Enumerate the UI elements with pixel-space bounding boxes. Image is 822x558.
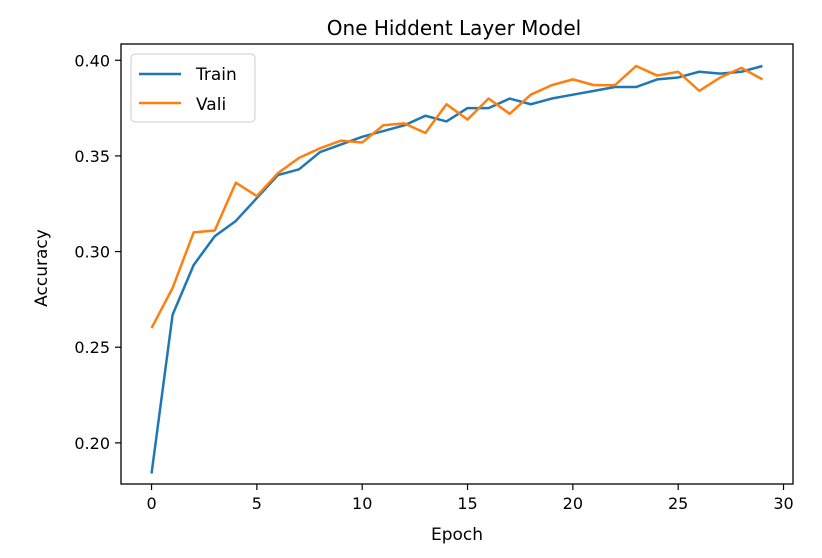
x-tick-label: 25 xyxy=(668,494,688,513)
y-axis: 0.20 0.25 0.30 0.35 0.40 xyxy=(74,51,121,453)
series-line-train xyxy=(150,64,763,474)
legend: Train Vali xyxy=(130,53,256,123)
y-tick-label: 0.40 xyxy=(74,51,110,70)
x-tick-label: 30 xyxy=(773,494,793,513)
legend-label-vali: Vali xyxy=(196,95,226,115)
x-tick-label: 15 xyxy=(457,494,477,513)
x-axis: 0 5 10 15 20 25 30 xyxy=(146,484,794,513)
y-axis-title: Accuracy xyxy=(32,229,52,307)
y-tick-label: 0.35 xyxy=(74,147,110,166)
series-line-vali xyxy=(150,64,764,329)
chart-title: One Hiddent Layer Model xyxy=(327,16,581,40)
x-axis-title: Epoch xyxy=(431,525,483,545)
x-tick-label: 10 xyxy=(352,494,372,513)
legend-box xyxy=(130,53,256,123)
x-tick-label: 20 xyxy=(563,494,583,513)
y-tick-label: 0.30 xyxy=(74,243,110,262)
x-tick-label: 0 xyxy=(146,494,156,513)
y-tick-label: 0.20 xyxy=(74,434,110,453)
y-tick-label: 0.25 xyxy=(74,338,110,357)
x-tick-label: 5 xyxy=(252,494,262,513)
legend-label-train: Train xyxy=(195,65,237,85)
plot-frame xyxy=(120,43,794,485)
series-lines xyxy=(150,64,764,474)
